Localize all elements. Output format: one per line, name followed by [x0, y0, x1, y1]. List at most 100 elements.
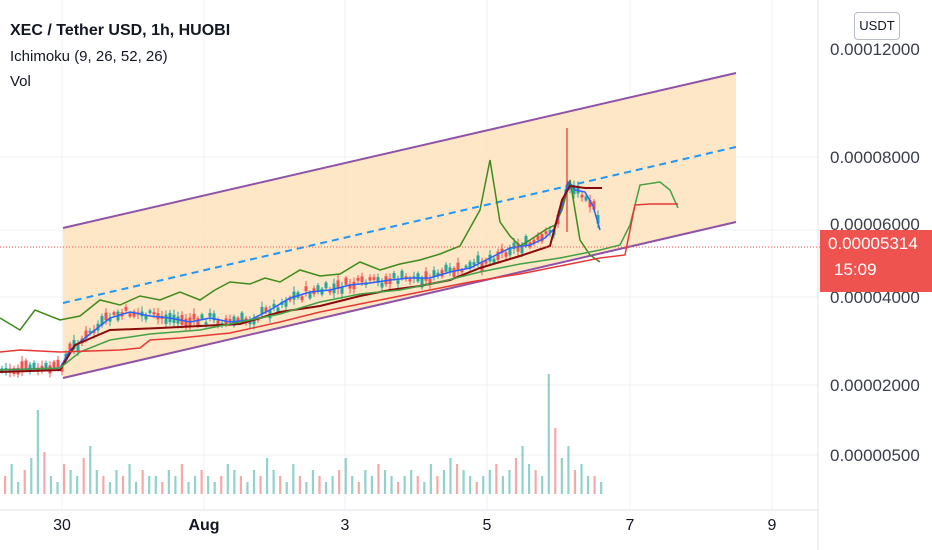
candle-body	[152, 312, 156, 315]
candle-body	[288, 297, 292, 301]
candle-body	[340, 287, 344, 294]
candle-body	[164, 314, 168, 324]
volume-bar	[442, 470, 446, 494]
candle-body	[324, 282, 328, 289]
candle-body	[444, 264, 448, 272]
x-tick-label: 30	[53, 517, 71, 534]
volume-bar	[148, 476, 151, 494]
volume-bar	[108, 482, 111, 494]
volume-bar	[410, 470, 413, 494]
candle-body	[20, 361, 24, 371]
candle-body	[368, 277, 372, 281]
volume-bar	[213, 482, 216, 494]
candle-body	[476, 255, 480, 264]
volume-bar	[377, 464, 380, 494]
chart-title[interactable]: XEC / Tether USD, 1h, HUOBI	[10, 22, 231, 39]
channel-lower-line[interactable]	[62, 221, 737, 379]
candle-body	[8, 368, 12, 373]
candle-body	[144, 315, 148, 320]
volume-bar	[187, 482, 190, 494]
volume-bar	[135, 482, 138, 494]
volume-bar	[423, 482, 426, 494]
candle-body	[308, 291, 312, 299]
ichimoku-legend[interactable]: Ichimoku (9, 26, 52, 26)	[10, 48, 168, 65]
volume-bar	[285, 482, 288, 494]
volume-bar	[436, 476, 439, 494]
candle-body	[260, 306, 264, 314]
candle-body	[328, 289, 332, 293]
volume-bar	[252, 470, 256, 494]
candle-body	[504, 252, 508, 257]
candle-body	[292, 291, 296, 300]
volume-bar	[534, 470, 537, 494]
candle-body	[112, 312, 116, 315]
volume-bar	[495, 464, 498, 494]
y-tick-label: 0.00008000	[830, 148, 920, 167]
volume-bar	[17, 482, 20, 494]
volume-bar	[593, 476, 596, 494]
volume-bar	[69, 470, 72, 494]
volume-bar	[226, 464, 229, 494]
volume-bar	[318, 476, 321, 494]
candle-body	[352, 281, 356, 290]
candle-body	[544, 231, 548, 235]
volume-bar	[403, 476, 406, 494]
candle-body	[596, 215, 600, 224]
volume-bar	[567, 446, 570, 494]
volume-bar	[475, 482, 478, 494]
last-price-value: 0.00005314	[828, 234, 918, 253]
candle-body	[148, 310, 152, 314]
volume-bar	[102, 476, 105, 494]
volume-bar	[351, 476, 354, 494]
candle-body	[208, 312, 212, 317]
candle-body	[592, 201, 596, 210]
span_b-line	[0, 203, 678, 353]
candle-body	[196, 318, 200, 326]
candle-body	[100, 316, 104, 326]
candle-body	[56, 359, 60, 368]
candle-body	[404, 276, 408, 279]
candle-body	[536, 235, 540, 240]
volume-bars	[4, 374, 603, 494]
volume-bar	[36, 410, 39, 494]
candle-body	[104, 312, 108, 321]
volume-bar	[56, 482, 59, 494]
volume-legend[interactable]: Vol	[10, 73, 31, 90]
volume-bar	[390, 476, 393, 494]
channel-upper-line[interactable]	[62, 72, 737, 229]
candle-body	[420, 277, 424, 288]
volume-bar	[528, 464, 531, 494]
volume-bar	[272, 470, 275, 494]
candle-body	[200, 314, 204, 319]
candle-body	[408, 279, 412, 282]
volume-bar	[161, 482, 164, 494]
volume-bar	[207, 476, 210, 494]
candle-body	[316, 285, 320, 292]
volume-bar	[357, 482, 360, 494]
y-tick-label: 0.00012000	[830, 40, 920, 59]
volume-bar	[76, 476, 79, 494]
currency-button[interactable]: USDT	[854, 12, 900, 40]
volume-bar	[23, 470, 26, 494]
volume-bar	[141, 470, 144, 494]
candle-body	[432, 270, 436, 277]
volume-bar	[573, 470, 577, 494]
volume-bar	[193, 476, 197, 494]
candle-body	[460, 270, 464, 273]
candle-body	[184, 318, 188, 327]
y-axis[interactable]: 0.00012000 0.00008000 0.00006000 0.00004…	[830, 40, 920, 465]
candle-body	[400, 270, 404, 279]
x-axis[interactable]: 30 Aug 3 5 7 9	[53, 517, 776, 534]
volume-bar	[397, 482, 400, 494]
candle-body	[360, 276, 364, 283]
volume-bar	[89, 446, 92, 494]
volume-bar	[43, 452, 46, 494]
y-tick-label: 0.00004000	[830, 288, 920, 307]
y-tick-label: 0.00006000	[830, 215, 920, 234]
candle-body	[396, 280, 400, 284]
candle-body	[216, 320, 220, 326]
candle-body	[548, 229, 552, 233]
candle-body	[520, 245, 524, 254]
volume-bar	[311, 470, 315, 494]
